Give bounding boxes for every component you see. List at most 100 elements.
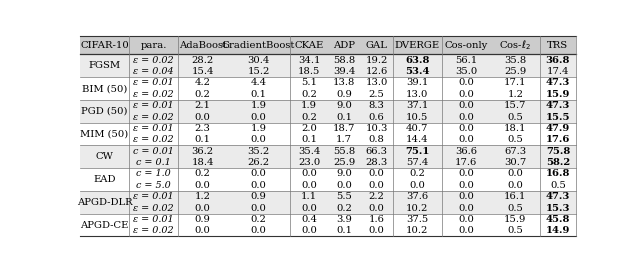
Text: GAL: GAL	[365, 41, 387, 50]
Text: 47.3: 47.3	[546, 79, 570, 87]
Text: 39.4: 39.4	[333, 67, 355, 76]
Text: 0.0: 0.0	[195, 113, 211, 121]
Text: 16.8: 16.8	[546, 169, 570, 178]
Text: 0.0: 0.0	[301, 181, 317, 190]
Text: APGD-DLR: APGD-DLR	[77, 198, 132, 207]
Text: EAD: EAD	[93, 175, 116, 184]
Text: 2.1: 2.1	[195, 101, 211, 110]
Text: 2.5: 2.5	[369, 90, 385, 99]
Text: 36.8: 36.8	[546, 56, 570, 65]
Text: GradientBoost: GradientBoost	[222, 41, 295, 50]
Text: 5.5: 5.5	[336, 192, 352, 201]
Text: 8.3: 8.3	[369, 101, 385, 110]
Text: 0.0: 0.0	[251, 135, 266, 144]
Text: 14.4: 14.4	[406, 135, 429, 144]
Text: 0.1: 0.1	[251, 90, 267, 99]
Text: AdaBoost: AdaBoost	[179, 41, 227, 50]
Text: 35.4: 35.4	[298, 147, 320, 156]
Text: 0.0: 0.0	[336, 181, 352, 190]
Text: 0.0: 0.0	[458, 135, 474, 144]
Text: ε = 0.01: ε = 0.01	[133, 79, 174, 87]
Text: 15.7: 15.7	[504, 101, 527, 110]
Text: 0.0: 0.0	[251, 169, 266, 178]
Text: Cos-only: Cos-only	[445, 41, 488, 50]
Text: para.: para.	[140, 41, 167, 50]
Text: ε = 0.04: ε = 0.04	[133, 67, 174, 76]
Text: 0.2: 0.2	[251, 215, 266, 224]
Text: CIFAR-10: CIFAR-10	[80, 41, 129, 50]
Text: 1.2: 1.2	[508, 90, 524, 99]
Text: 17.6: 17.6	[455, 158, 477, 167]
Text: 0.5: 0.5	[508, 113, 523, 121]
Text: ε = 0.02: ε = 0.02	[133, 226, 174, 235]
Text: 0.9: 0.9	[195, 215, 211, 224]
Text: 0.0: 0.0	[508, 169, 523, 178]
Text: c = 0.01: c = 0.01	[133, 147, 174, 156]
Text: ε = 0.01: ε = 0.01	[133, 192, 174, 201]
Text: MIM (50): MIM (50)	[81, 130, 129, 139]
Text: 0.0: 0.0	[458, 169, 474, 178]
Text: 75.1: 75.1	[405, 147, 429, 156]
Text: 9.0: 9.0	[336, 169, 352, 178]
Text: 0.0: 0.0	[369, 169, 385, 178]
Text: 0.0: 0.0	[458, 124, 474, 133]
Text: 17.6: 17.6	[546, 135, 570, 144]
Text: 0.0: 0.0	[409, 181, 425, 190]
Text: c = 1.0: c = 1.0	[136, 169, 171, 178]
Text: 17.4: 17.4	[547, 67, 569, 76]
Text: 14.9: 14.9	[546, 226, 570, 235]
Text: ε = 0.02: ε = 0.02	[133, 135, 174, 144]
FancyBboxPatch shape	[80, 146, 576, 168]
Text: ε = 0.02: ε = 0.02	[133, 113, 174, 121]
Text: 0.0: 0.0	[458, 215, 474, 224]
Text: 25.9: 25.9	[333, 158, 355, 167]
Text: 2.2: 2.2	[369, 192, 385, 201]
Text: 0.0: 0.0	[369, 226, 385, 235]
Text: 55.8: 55.8	[333, 147, 355, 156]
Text: 13.0: 13.0	[406, 90, 428, 99]
Text: 39.1: 39.1	[406, 79, 428, 87]
Text: 0.0: 0.0	[251, 226, 266, 235]
Text: ε = 0.01: ε = 0.01	[133, 101, 174, 110]
FancyBboxPatch shape	[80, 54, 576, 77]
Text: 28.3: 28.3	[365, 158, 388, 167]
Text: ε = 0.02: ε = 0.02	[133, 203, 174, 213]
FancyBboxPatch shape	[80, 100, 576, 123]
Text: 0.2: 0.2	[301, 113, 317, 121]
FancyBboxPatch shape	[80, 191, 576, 214]
Text: 0.1: 0.1	[336, 113, 352, 121]
Text: 0.8: 0.8	[369, 135, 385, 144]
FancyBboxPatch shape	[80, 36, 576, 54]
Text: 15.3: 15.3	[546, 203, 570, 213]
Text: 13.8: 13.8	[333, 79, 355, 87]
Text: DVERGE: DVERGE	[395, 41, 440, 50]
Text: 0.9: 0.9	[336, 90, 352, 99]
Text: 10.5: 10.5	[406, 113, 428, 121]
Text: 15.9: 15.9	[504, 215, 527, 224]
Text: 0.0: 0.0	[458, 113, 474, 121]
Text: 0.0: 0.0	[369, 203, 385, 213]
Text: 63.8: 63.8	[405, 56, 429, 65]
Text: 47.3: 47.3	[546, 101, 570, 110]
Text: 0.0: 0.0	[508, 181, 523, 190]
Text: 0.0: 0.0	[458, 181, 474, 190]
Text: 40.7: 40.7	[406, 124, 428, 133]
Text: ε = 0.01: ε = 0.01	[133, 124, 174, 133]
Text: 56.1: 56.1	[455, 56, 477, 65]
Text: 1.1: 1.1	[301, 192, 317, 201]
Text: 1.9: 1.9	[301, 101, 317, 110]
Text: 1.9: 1.9	[251, 101, 267, 110]
Text: 0.2: 0.2	[336, 203, 352, 213]
Text: 28.2: 28.2	[191, 56, 214, 65]
Text: 30.7: 30.7	[504, 158, 526, 167]
Text: CW: CW	[95, 152, 113, 161]
Text: 0.0: 0.0	[251, 181, 266, 190]
Text: 15.9: 15.9	[546, 90, 570, 99]
FancyBboxPatch shape	[80, 168, 576, 191]
Text: 35.0: 35.0	[455, 67, 477, 76]
Text: 18.1: 18.1	[504, 124, 527, 133]
Text: 2.0: 2.0	[301, 124, 317, 133]
Text: 23.0: 23.0	[298, 158, 320, 167]
Text: 9.0: 9.0	[336, 101, 352, 110]
Text: 18.5: 18.5	[298, 67, 320, 76]
